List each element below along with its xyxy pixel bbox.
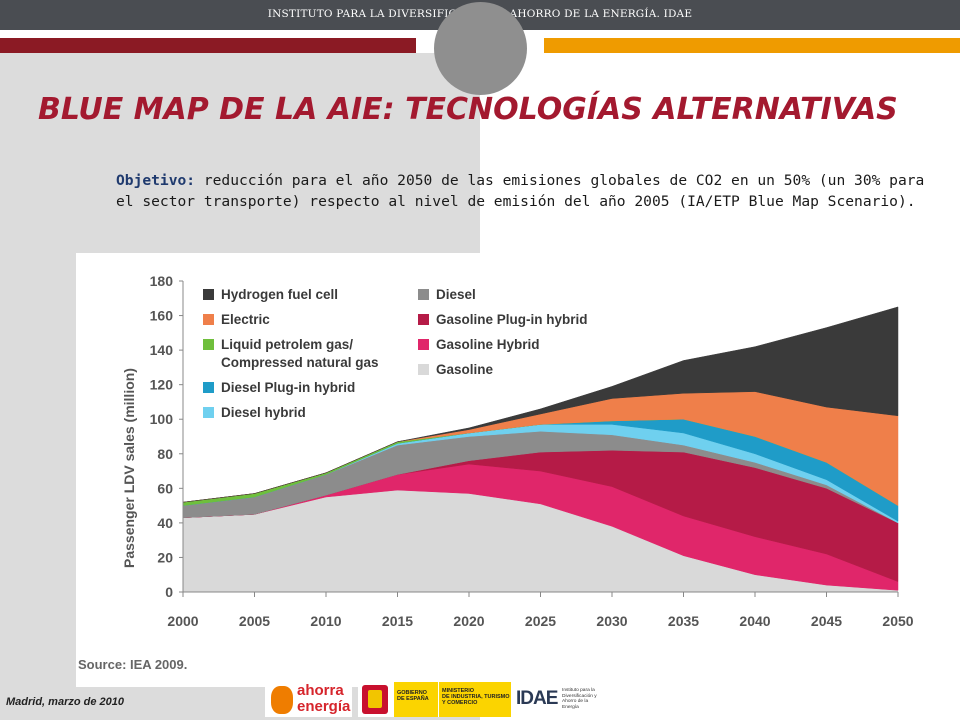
x-tick-label: 2010 [310,613,341,629]
gobierno-text: GOBIERNO DE ESPAÑA [397,690,429,702]
ministerio-text: MINISTERIO DE INDUSTRIA, TURISMO Y COMER… [442,688,510,706]
x-tick-label: 2035 [668,613,699,629]
y-tick-label: 120 [150,377,174,393]
idae-logo-text: IDAE [516,688,558,709]
legend-swatch-diesel [418,289,429,300]
ahorra-mark-icon [271,686,293,714]
footer-date: Madrid, marzo de 2010 [6,696,124,708]
orange-stripe [544,38,960,53]
objective-label: Objetivo: [116,172,196,189]
objective-text: reducción para el año 2050 de las emisio… [116,172,925,210]
y-axis: 0 20 40 60 80 100 120 140 160 180 [150,273,184,600]
ahorra-energia-logo: ahorra energía [265,682,352,717]
area-hydrogen-fuel-cell [182,306,899,503]
legend-label-gasoline: Gasoline [436,362,494,377]
legend-swatch-gasoline-plug-in-hybrid [418,314,429,325]
y-tick-label: 80 [157,446,173,462]
legend-label-liquid-petrolem-gas: Liquid petrolem gas/ [221,337,353,352]
y-tick-label: 100 [150,411,174,427]
x-tick-label: 2000 [167,613,198,629]
x-tick-label: 2020 [453,613,484,629]
legend-label-gasoline-hybrid: Gasoline Hybrid [436,337,540,352]
y-tick-label: 160 [150,308,174,324]
gobierno-block: GOBIERNO DE ESPAÑA [394,682,438,717]
idae-logo: IDAE Instituto para la Diversificación y… [514,682,604,717]
legend-swatch-gasoline-hybrid [418,339,429,350]
legend-label-diesel-plug-in-hybrid: Diesel Plug-in hybrid [221,380,355,395]
legend-swatch-electric [203,314,214,325]
chart-legend: Hydrogen fuel cell Electric Liquid petrole… [203,287,588,420]
legend-swatch-hydrogen-fuel-cell [203,289,214,300]
ministerio-block: MINISTERIO DE INDUSTRIA, TURISMO Y COMER… [438,682,511,717]
legend-label-diesel-hybrid: Diesel hybrid [221,405,306,420]
x-tick-label: 2005 [239,613,270,629]
chart-container: 0 20 40 60 80 100 120 140 160 180 2000 2005 2010 201… [76,253,932,687]
ahorra-logo-line2: energía [297,698,351,715]
y-tick-label: 180 [150,273,174,289]
y-tick-label: 60 [157,480,173,496]
y-axis-label: Passenger LDV sales (million) [121,368,137,568]
x-tick-label: 2030 [596,613,627,629]
legend-swatch-diesel-plug-in-hybrid [203,382,214,393]
idae-logo-subtext: Instituto para la Diversificación y Ahor… [562,688,597,710]
x-tick-label: 2025 [525,613,556,629]
slide-title: BLUE MAP DE LA AIE: TECNOLOGÍAS ALTERNAT… [38,92,898,127]
legend-swatch-liquid-petrolem-gas [203,339,214,350]
chart-source: Source: IEA 2009. [78,657,187,672]
decorative-circle [434,2,527,95]
legend-label-gasoline-plug-in-hybrid: Gasoline Plug-in hybrid [436,312,588,327]
legend-swatch-gasoline [418,364,429,375]
ahorra-logo-line1: ahorra [297,682,344,699]
legend-label-liquid-petrolem-gas: Compressed natural gas [221,355,379,370]
y-tick-label: 20 [157,549,173,565]
y-tick-label: 40 [157,515,173,531]
legend-label-electric: Electric [221,312,270,327]
x-tick-label: 2045 [811,613,842,629]
y-tick-label: 140 [150,342,174,358]
area-layers [182,306,899,593]
x-tick-label: 2015 [382,613,413,629]
coat-of-arms-inner-icon [368,690,382,708]
objective-paragraph: Objetivo: reducción para el año 2050 de … [116,170,946,212]
red-stripe [0,38,416,53]
legend-label-diesel: Diesel [436,287,476,302]
y-tick-label: 0 [165,584,173,600]
legend-swatch-diesel-hybrid [203,407,214,418]
gobierno-logo: GOBIERNO DE ESPAÑA MINISTERIO DE INDUSTR… [358,682,511,717]
x-axis: 2000 2005 2010 2015 2020 2025 2030 2035 2040 2045… [167,591,914,629]
legend-label-hydrogen-fuel-cell: Hydrogen fuel cell [221,287,338,302]
x-tick-label: 2040 [739,613,770,629]
x-tick-label: 2050 [882,613,913,629]
